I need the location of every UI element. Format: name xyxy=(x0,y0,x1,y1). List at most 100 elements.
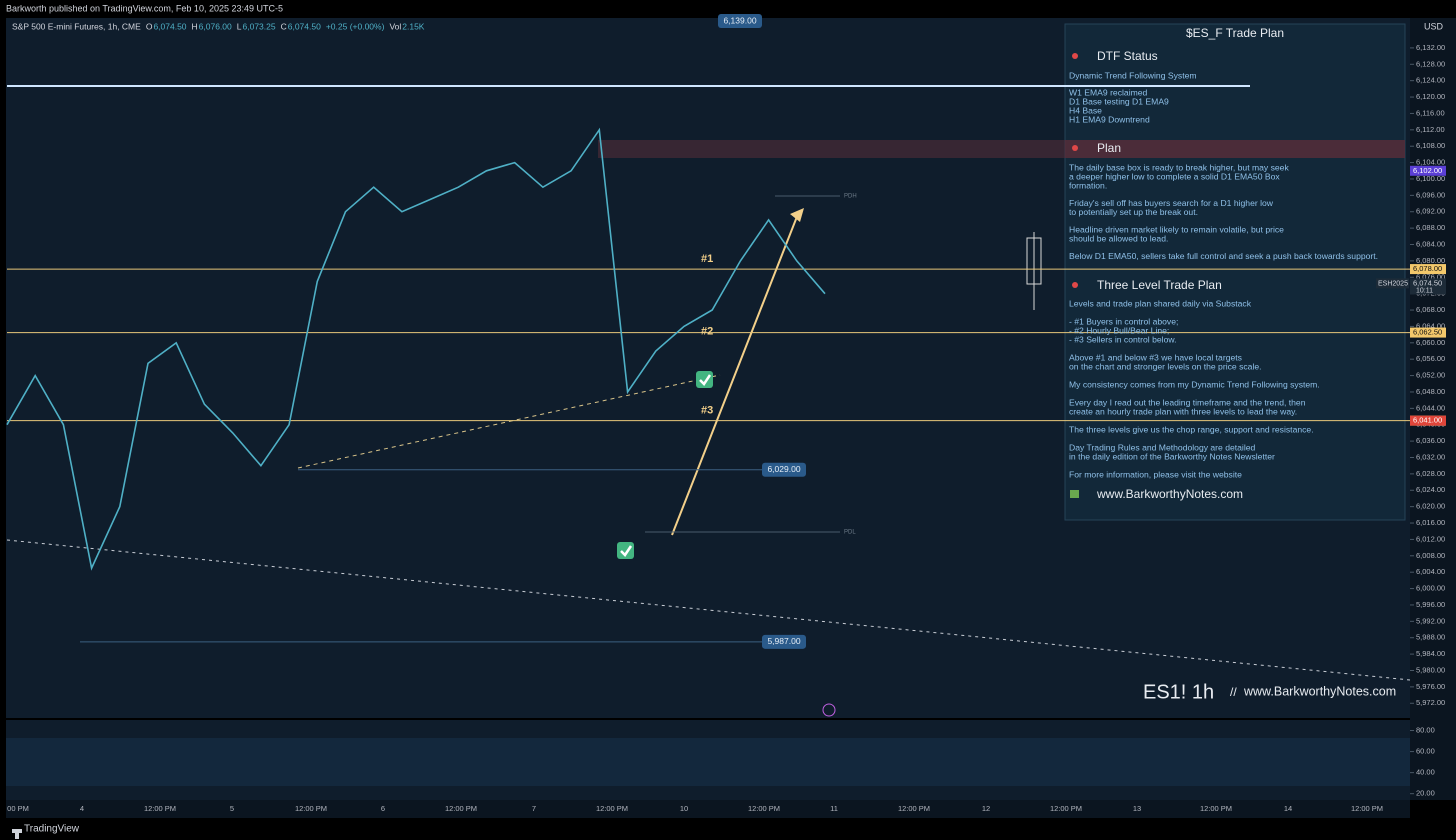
plan-heading-band xyxy=(1065,140,1405,158)
axis-badge-label: 6,102.00 xyxy=(1413,166,1442,175)
pin-icon xyxy=(1072,282,1078,288)
symbol-tag-label: ESH2025 xyxy=(1378,280,1408,287)
axis-badge-label: 6,041.00 xyxy=(1413,416,1442,425)
last-price-label: 6,074.50 xyxy=(1413,278,1442,287)
indicator-tick-label: 40.00 xyxy=(1416,768,1435,777)
axis-badge xyxy=(1410,327,1446,338)
time-label: 12:00 PM xyxy=(1050,804,1082,813)
symbol-open: 6,074.50 xyxy=(153,21,186,31)
time-label: 12:00 PM xyxy=(295,804,327,813)
axis-badge xyxy=(1410,264,1446,275)
price-tick-label: 5,996.00 xyxy=(1416,600,1445,609)
plan-text: should be allowed to lead. xyxy=(1069,233,1168,243)
time-label: 6 xyxy=(381,804,385,813)
plan-text: The three levels give us the chop range,… xyxy=(1069,424,1314,434)
price-tick-label: 6,056.00 xyxy=(1416,354,1445,363)
axis-badge-label: 6,062.50 xyxy=(1413,328,1442,337)
time-label: 12 xyxy=(982,804,990,813)
plan-text: D1 Base testing D1 EMA9 xyxy=(1069,96,1169,106)
plan-text: Day Trading Rules and Methodology are de… xyxy=(1069,442,1256,452)
time-label: 13 xyxy=(1133,804,1141,813)
symbol-open-label: O xyxy=(146,21,153,31)
level-label: #1 xyxy=(701,253,713,265)
plan-text: My consistency comes from my Dynamic Tre… xyxy=(1069,379,1320,389)
check-mark xyxy=(699,374,712,386)
plan-text: create an hourly trade plan with three l… xyxy=(1069,406,1297,416)
price-tick-label: 5,976.00 xyxy=(1416,682,1445,691)
price-axis xyxy=(1410,18,1456,800)
indicator-tick-label: 80.00 xyxy=(1416,726,1435,735)
plan-link: www.BarkworthyNotes.com xyxy=(1096,487,1243,501)
price-tick-label: 6,112.00 xyxy=(1416,125,1445,134)
watermark-symbol: ES1! 1h xyxy=(1143,681,1214,703)
price-tick-label: 5,980.00 xyxy=(1416,665,1445,674)
price-tick-label: 6,092.00 xyxy=(1416,207,1445,216)
price-tick-label: 6,024.00 xyxy=(1416,485,1445,494)
plan-text: Headline driven market likely to remain … xyxy=(1069,224,1284,234)
trend-line xyxy=(297,374,721,469)
indicator-tick-label: 60.00 xyxy=(1416,747,1435,756)
plan-text: H4 Base xyxy=(1069,105,1102,115)
time-label: 12:00 PM xyxy=(596,804,628,813)
arrow-line xyxy=(671,213,799,536)
tv-logo xyxy=(12,829,22,839)
pin-icon xyxy=(1072,53,1078,59)
section-heading: Plan xyxy=(1097,141,1121,155)
price-tick-label: 6,068.00 xyxy=(1416,305,1445,314)
plan-text: Above #1 and below #3 we have local targ… xyxy=(1069,352,1242,362)
price-tick-label: 6,044.00 xyxy=(1416,403,1445,412)
chart-badge-label: 6,139.00 xyxy=(723,15,756,25)
time-label: 14 xyxy=(1284,804,1292,813)
price-tick-label: 6,036.00 xyxy=(1416,436,1445,445)
plan-text: - #3 Sellers in control below. xyxy=(1069,334,1176,344)
plan-text: - #2 Hourly Bull/Bear Line; xyxy=(1069,325,1169,335)
symbol-low-label: L xyxy=(237,21,242,31)
plan-text: Every day I read out the leading timefra… xyxy=(1069,397,1306,407)
price-tick-label: 6,128.00 xyxy=(1416,59,1445,68)
plan-text: a deeper higher low to complete a solid … xyxy=(1069,171,1280,181)
section-heading: DTF Status xyxy=(1097,49,1158,63)
price-tick-label: 5,988.00 xyxy=(1416,633,1445,642)
chart-badge xyxy=(718,14,762,28)
watermark-site: www.BarkworthyNotes.com xyxy=(1243,684,1396,698)
time-label: 10 xyxy=(680,804,688,813)
dynamic-layer: S&P 500 E-mini Futures, 1h, CME O 6,074.50… xyxy=(6,14,1446,813)
symbol-change: +0.25 (+0.00%) xyxy=(326,21,385,31)
alert-icon xyxy=(822,703,836,717)
plan-text: H1 EMA9 Downtrend xyxy=(1069,114,1150,124)
price-tick-label: 6,028.00 xyxy=(1416,469,1445,478)
plan-text: on the chart and stronger levels on the … xyxy=(1069,361,1262,371)
indicator-band xyxy=(6,738,1410,786)
symbol-high-label: H xyxy=(192,21,198,31)
check-mark xyxy=(620,545,633,557)
time-label: 12:00 PM xyxy=(1200,804,1232,813)
price-tick-label: 6,088.00 xyxy=(1416,223,1445,232)
price-tick-label: 6,116.00 xyxy=(1416,108,1445,117)
symbol-close: 6,074.50 xyxy=(288,21,321,31)
price-tick-label: 6,016.00 xyxy=(1416,518,1445,527)
plan-text: to potentially set up the break out. xyxy=(1069,207,1198,217)
symbol-close-label: C xyxy=(281,21,287,31)
chart-badge-label: 6,029.00 xyxy=(767,464,800,474)
price-tick-label: 6,120.00 xyxy=(1416,92,1445,101)
plan-text: Friday's sell off has buyers search for … xyxy=(1069,198,1274,208)
time-label: 11 xyxy=(830,804,838,813)
time-label: 00 PM xyxy=(7,804,29,813)
arrow-head xyxy=(790,208,804,222)
time-axis xyxy=(6,800,1410,818)
projection-candle xyxy=(1026,237,1042,285)
time-label: 12:00 PM xyxy=(748,804,780,813)
price-tick-label: 6,096.00 xyxy=(1416,190,1445,199)
plan-text: W1 EMA9 reclaimed xyxy=(1069,87,1148,97)
plan-text: - #1 Buyers in control above; xyxy=(1069,316,1178,326)
level-label: #3 xyxy=(701,405,713,417)
price-tick-label: 5,992.00 xyxy=(1416,616,1445,625)
brand: TradingView xyxy=(24,824,80,835)
section-heading: Three Level Trade Plan xyxy=(1097,278,1222,292)
symbol-tag xyxy=(1376,278,1409,289)
price-tick-label: 6,008.00 xyxy=(1416,551,1445,560)
symbol-vol: 2.15K xyxy=(402,21,425,31)
plan-title: $ES_F Trade Plan xyxy=(1186,26,1284,40)
price-tick-label: 6,132.00 xyxy=(1416,43,1445,52)
